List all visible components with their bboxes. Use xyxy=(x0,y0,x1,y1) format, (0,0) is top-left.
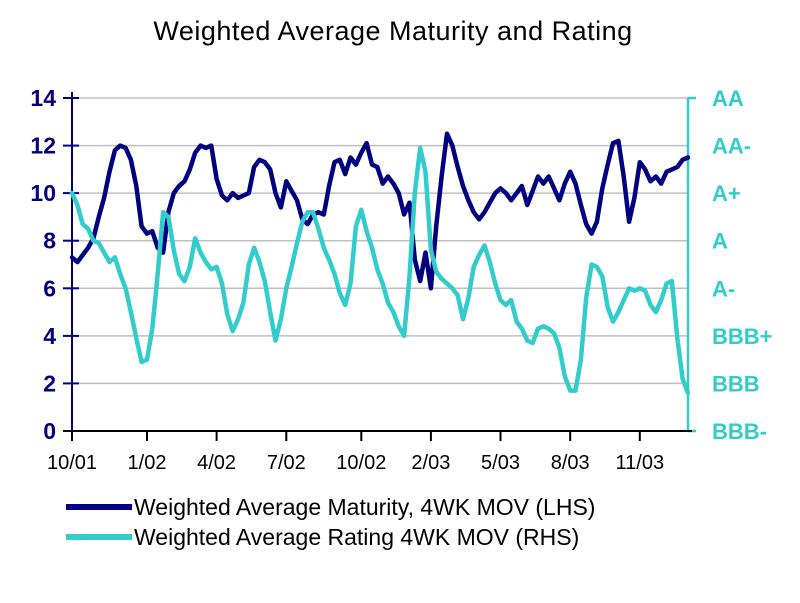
y-axis-right-label: AA- xyxy=(712,134,751,159)
y-axis-right-label: A+ xyxy=(712,181,741,206)
y-axis-right-label: AA xyxy=(712,86,744,111)
x-axis-label: 11/03 xyxy=(616,452,665,474)
rating-line-swatch xyxy=(66,534,132,540)
y-axis-right-label: BBB xyxy=(712,371,760,396)
x-axis-label: 5/03 xyxy=(481,452,520,474)
x-axis-label: 10/01 xyxy=(47,452,97,474)
y-axis-left-label: 6 xyxy=(43,275,56,301)
legend: Weighted Average Maturity, 4WK MOV (LHS)… xyxy=(66,492,595,552)
y-axis-right-label: BBB+ xyxy=(712,324,773,349)
y-axis-left-label: 0 xyxy=(43,418,56,444)
legend-item-rating: Weighted Average Rating 4WK MOV (RHS) xyxy=(66,522,595,552)
x-axis-label: 4/02 xyxy=(197,452,236,474)
x-axis-label: 1/02 xyxy=(128,452,167,474)
y-axis-left-label: 2 xyxy=(43,370,56,396)
chart-title: Weighted Average Maturity and Rating xyxy=(153,16,633,46)
y-axis-left-label: 14 xyxy=(30,85,56,111)
y-axis-left-label: 12 xyxy=(30,133,56,159)
legend-label-maturity: Weighted Average Maturity, 4WK MOV (LHS) xyxy=(134,493,596,520)
x-axis-label: 7/02 xyxy=(267,452,306,474)
y-axis-left-label: 10 xyxy=(30,180,56,206)
y-axis-right-label: BBB- xyxy=(712,419,767,444)
y-axis-right-label: A- xyxy=(712,276,735,301)
x-axis-label: 8/03 xyxy=(551,452,590,474)
maturity-line-swatch xyxy=(66,504,132,510)
y-axis-left-label: 4 xyxy=(43,323,56,349)
x-axis-label: 2/03 xyxy=(411,452,450,474)
y-axis-left-label: 8 xyxy=(43,228,56,254)
legend-item-maturity: Weighted Average Maturity, 4WK MOV (LHS) xyxy=(66,492,595,522)
x-axis-label: 10/02 xyxy=(336,452,386,474)
y-axis-right-label: A xyxy=(712,229,728,254)
rating-series-line xyxy=(69,145,691,396)
maturity-series-line xyxy=(69,131,691,291)
legend-label-rating: Weighted Average Rating 4WK MOV (RHS) xyxy=(134,523,580,550)
